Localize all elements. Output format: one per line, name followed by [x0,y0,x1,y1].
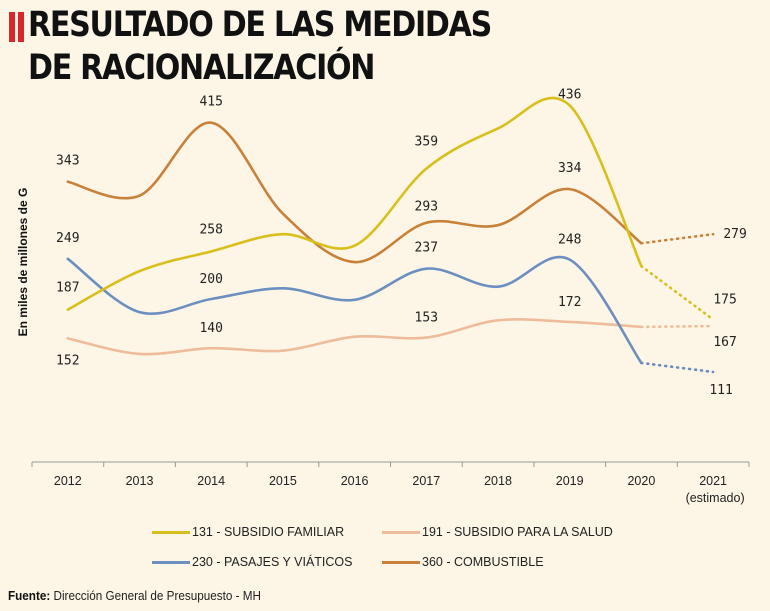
x-tick-label: 2021 [699,474,727,488]
legend-label: 230 - PASAJES Y VIÁTICOS [192,555,353,569]
legend-item-pasajes-viaticos: 230 - PASAJES Y VIÁTICOS [152,555,353,569]
series-line [66,255,643,365]
series-line-estimated [640,361,715,374]
legend-label: 191 - SUBSIDIO PARA LA SALUD [422,525,613,539]
source-text: Dirección General de Presupuesto - MH [50,588,261,603]
data-label: 200 [199,272,222,287]
series-line-estimated [640,324,715,329]
x-tick-sublabel: (estimado) [686,491,745,505]
x-tick-label: 2019 [556,474,584,488]
data-label: 293 [415,200,438,215]
legend-label: 131 - SUBSIDIO FAMILIAR [192,525,345,539]
data-label: 172 [558,295,581,310]
chart-title: RESULTADO DE LAS MEDIDAS DE RACIONALIZAC… [28,4,492,90]
data-label: 415 [199,95,222,110]
legend-swatch [382,560,420,564]
series-line [66,121,643,264]
data-label: 152 [56,353,79,368]
series-line-estimated [640,232,715,245]
x-tick-label: 2015 [269,474,297,488]
x-tick-label: 2018 [484,474,512,488]
legend-label: 360 - COMBUSTIBLE [422,555,544,569]
data-label: 167 [713,335,736,350]
title-accent-bar [18,12,24,42]
title-accent-bar [9,12,15,42]
data-label: 175 [713,293,736,308]
data-label: 249 [56,231,79,246]
x-tick-label: 2012 [54,474,82,488]
title-line-2: DE RACIONALIZACIÓN [28,48,376,88]
source-label: Fuente: [8,588,51,603]
data-label: 111 [709,383,732,398]
legend-item-subsidio-familiar: 131 - SUBSIDIO FAMILIAR [152,525,344,539]
x-tick-label: 2013 [126,474,154,488]
data-label: 237 [415,241,438,256]
data-label: 334 [558,161,582,176]
x-tick-label: 2020 [627,474,655,488]
data-label: 279 [723,227,746,242]
data-label: 258 [199,222,222,237]
data-label: 153 [415,311,438,326]
source-footer: Fuente: Dirección General de Presupuesto… [8,588,261,603]
series-line [66,96,643,311]
x-tick-label: 2017 [412,474,440,488]
legend-swatch [152,560,190,564]
x-tick-label: 2014 [197,474,225,488]
legend-item-combustible: 360 - COMBUSTIBLE [382,555,544,569]
x-tick-label: 2016 [341,474,369,488]
data-label: 140 [199,321,222,336]
series-line [66,318,643,356]
legend-swatch [152,530,190,534]
data-label: 436 [558,87,581,102]
legend-swatch [382,530,420,534]
title-line-1: RESULTADO DE LAS MEDIDAS [28,5,492,45]
series-line-estimated [640,264,715,321]
data-label: 359 [415,135,438,150]
data-label: 187 [56,281,79,296]
legend-item-subsidio-salud: 191 - SUBSIDIO PARA LA SALUD [382,525,613,539]
data-label: 248 [558,233,581,248]
data-label: 343 [56,154,79,169]
